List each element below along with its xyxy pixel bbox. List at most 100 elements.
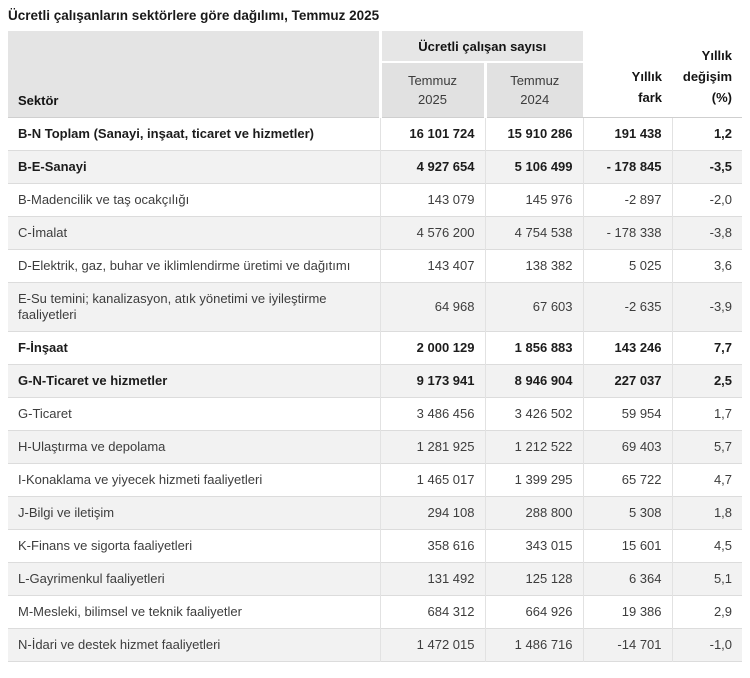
- yearly-change-pct-cell: -3,9: [671, 282, 743, 332]
- value-jul-2025-cell: 1 472 015: [379, 628, 485, 662]
- period-month: Temmuz: [407, 73, 458, 88]
- table-row: B-N Toplam (Sanayi, inşaat, ticaret ve h…: [8, 117, 743, 151]
- value-jul-2024-cell: 67 603: [484, 282, 584, 332]
- yearly-change-pct-cell: 5,7: [671, 430, 743, 464]
- sector-cell: D-Elektrik, gaz, buhar ve iklimlendirme …: [8, 249, 380, 283]
- yillik-degisim-label: Yıllık değişim (%): [682, 48, 733, 105]
- value-jul-2025-cell: 143 407: [379, 249, 485, 283]
- sector-cell: B-E-Sanayi: [8, 150, 380, 184]
- yearly-diff-cell: - 178 845: [582, 150, 673, 184]
- yearly-change-pct-cell: 1,7: [671, 397, 743, 431]
- sector-cell: L-Gayrimenkul faaliyetleri: [8, 562, 380, 596]
- sector-cell: G-Ticaret: [8, 397, 380, 431]
- value-jul-2024-cell: 138 382: [484, 249, 584, 283]
- yearly-change-pct-cell: 2,9: [671, 595, 743, 629]
- sector-cell: G-N-Ticaret ve hizmetler: [8, 364, 380, 398]
- table-row: G-Ticaret 3 486 456 3 426 502 59 954 1,7: [8, 397, 743, 431]
- table-row: E-Su temini; kanalizasyon, atık yönetimi…: [8, 282, 743, 332]
- sector-cell: F-İnşaat: [8, 331, 380, 365]
- sector-cell: H-Ulaştırma ve depolama: [8, 430, 380, 464]
- yearly-change-pct-cell: -3,5: [671, 150, 743, 184]
- sector-cell: K-Finans ve sigorta faaliyetleri: [8, 529, 380, 563]
- sector-cell: N-İdari ve destek hizmet faaliyetleri: [8, 628, 380, 662]
- page-title: Ücretli çalışanların sektörlere göre dağ…: [8, 8, 380, 23]
- table-row: I-Konaklama ve yiyecek hizmeti faaliyetl…: [8, 463, 743, 497]
- value-jul-2024-cell: 664 926: [484, 595, 584, 629]
- yearly-change-pct-cell: 4,7: [671, 463, 743, 497]
- value-jul-2025-cell: 2 000 129: [379, 331, 485, 365]
- yearly-diff-cell: 6 364: [582, 562, 673, 596]
- sector-cell: I-Konaklama ve yiyecek hizmeti faaliyetl…: [8, 463, 380, 497]
- sector-cell: E-Su temini; kanalizasyon, atık yönetimi…: [8, 282, 380, 332]
- table-row: F-İnşaat 2 000 129 1 856 883 143 246 7,7: [8, 331, 743, 365]
- value-jul-2024-cell: 125 128: [484, 562, 584, 596]
- table-header: Sektör Ücretli çalışan sayısı Yıllık far…: [8, 31, 743, 118]
- value-jul-2025-cell: 1 465 017: [379, 463, 485, 497]
- yearly-change-pct-cell: 1,8: [671, 496, 743, 530]
- yearly-diff-cell: 65 722: [582, 463, 673, 497]
- value-jul-2024-cell: 343 015: [484, 529, 584, 563]
- value-jul-2025-cell: 64 968: [379, 282, 485, 332]
- value-jul-2025-cell: 4 927 654: [379, 150, 485, 184]
- yearly-diff-cell: 59 954: [582, 397, 673, 431]
- header-row-group: Sektör Ücretli çalışan sayısı Yıllık far…: [8, 31, 743, 118]
- page: Ücretli çalışanların sektörlere göre dağ…: [8, 8, 743, 662]
- value-jul-2024-cell: 1 399 295: [484, 463, 584, 497]
- yearly-change-pct-cell: 5,1: [671, 562, 743, 596]
- yearly-diff-cell: - 178 338: [582, 216, 673, 250]
- yearly-diff-cell: 15 601: [582, 529, 673, 563]
- value-jul-2024-cell: 8 946 904: [484, 364, 584, 398]
- yearly-diff-cell: -2 897: [582, 183, 673, 217]
- column-header-yillik-degisim: Yıllık değişim (%): [672, 31, 743, 118]
- value-jul-2025-cell: 131 492: [379, 562, 485, 596]
- value-jul-2025-cell: 16 101 724: [379, 117, 485, 151]
- yearly-diff-cell: 143 246: [582, 331, 673, 365]
- header-row-periods: Temmuz 2025 Temmuz 2024: [8, 62, 742, 118]
- value-jul-2025-cell: 3 486 456: [379, 397, 485, 431]
- yearly-change-pct-cell: 4,5: [671, 529, 743, 563]
- value-jul-2024-cell: 3 426 502: [484, 397, 584, 431]
- value-jul-2024-cell: 15 910 286: [484, 117, 584, 151]
- column-header-yillik-fark: Yıllık fark: [583, 31, 673, 118]
- table-row: H-Ulaştırma ve depolama 1 281 925 1 212 52…: [8, 430, 743, 464]
- column-header-sector: Sektör: [8, 31, 382, 118]
- value-jul-2025-cell: 358 616: [379, 529, 485, 563]
- column-header-temmuz-2024: Temmuz 2024: [485, 62, 584, 118]
- yearly-change-pct-cell: 3,6: [671, 249, 743, 283]
- yearly-diff-cell: 191 438: [582, 117, 673, 151]
- table-row: G-N-Ticaret ve hizmetler 9 173 941 8 946 9…: [8, 364, 743, 398]
- sector-cell: M-Mesleki, bilimsel ve teknik faaliyetle…: [8, 595, 380, 629]
- yearly-diff-cell: -2 635: [582, 282, 673, 332]
- sector-cell: B-N Toplam (Sanayi, inşaat, ticaret ve h…: [8, 117, 380, 151]
- value-jul-2024-cell: 145 976: [484, 183, 584, 217]
- table-row: B-Madencilik ve taş ocakçılığı 143 079 145…: [8, 183, 743, 217]
- yillik-fark-label: Yıllık fark: [631, 69, 663, 105]
- value-jul-2025-cell: 143 079: [379, 183, 485, 217]
- value-jul-2024-cell: 5 106 499: [484, 150, 584, 184]
- table-row: K-Finans ve sigorta faaliyetleri 358 616 3…: [8, 529, 743, 563]
- yearly-diff-cell: 69 403: [582, 430, 673, 464]
- sector-cell: B-Madencilik ve taş ocakçılığı: [8, 183, 380, 217]
- yearly-change-pct-cell: 7,7: [671, 331, 743, 365]
- value-jul-2025-cell: 294 108: [379, 496, 485, 530]
- period-year: 2025: [418, 92, 447, 107]
- value-jul-2025-cell: 4 576 200: [379, 216, 485, 250]
- period-year: 2024: [520, 92, 550, 107]
- yearly-change-pct-cell: -3,8: [671, 216, 743, 250]
- column-header-temmuz-2025: Temmuz 2025: [380, 62, 487, 118]
- yearly-diff-cell: -14 701: [582, 628, 673, 662]
- yearly-change-pct-cell: -2,0: [671, 183, 743, 217]
- yearly-change-pct-cell: 1,2: [671, 117, 743, 151]
- value-jul-2025-cell: 9 173 941: [379, 364, 485, 398]
- table-row: M-Mesleki, bilimsel ve teknik faaliyetle…: [8, 595, 743, 629]
- column-group-header-ucretli-calisan-sayisi: Ücretli çalışan sayısı: [380, 31, 584, 63]
- sector-cell: C-İmalat: [8, 216, 380, 250]
- yearly-diff-cell: 19 386: [582, 595, 673, 629]
- yearly-diff-cell: 227 037: [582, 364, 673, 398]
- value-jul-2024-cell: 1 212 522: [484, 430, 584, 464]
- sector-cell: J-Bilgi ve iletişim: [8, 496, 380, 530]
- table-row: B-E-Sanayi 4 927 654 5 106 499- 178 845 -3,…: [8, 150, 743, 184]
- table-row: N-İdari ve destek hizmet faaliyetleri 1 4…: [8, 628, 743, 662]
- value-jul-2024-cell: 1 856 883: [484, 331, 584, 365]
- sector-distribution-table: Sektör Ücretli çalışan sayısı Yıllık far…: [8, 31, 743, 662]
